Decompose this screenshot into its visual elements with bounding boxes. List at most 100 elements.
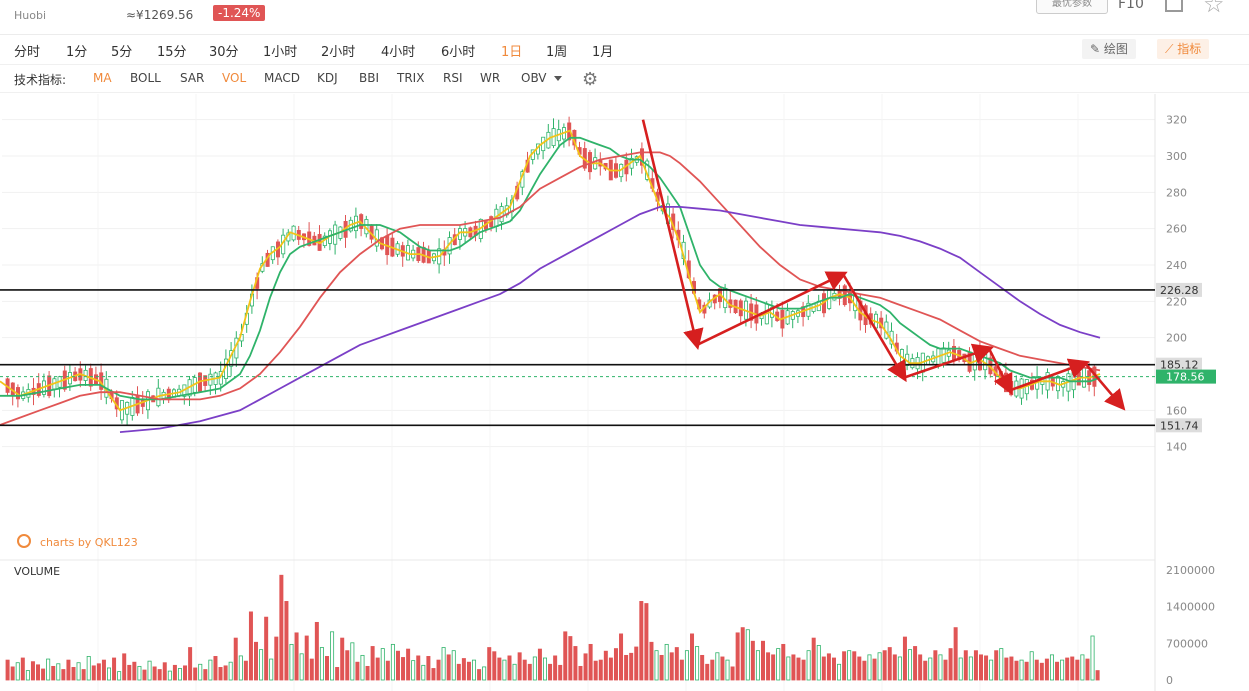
volume-bar — [259, 649, 264, 681]
timeframe-6[interactable]: 2小时 — [321, 45, 356, 60]
volume-bar — [299, 653, 304, 681]
indicator-bbi[interactable]: BBI — [359, 71, 380, 85]
level-tag — [1156, 282, 1202, 297]
volume-bar — [842, 651, 847, 681]
volume-bar — [20, 657, 25, 681]
volume-bar — [142, 669, 147, 681]
timeframe-7[interactable]: 4小时 — [381, 45, 416, 60]
volume-bar — [537, 648, 542, 681]
volume-bar — [978, 654, 983, 681]
timeframe-11[interactable]: 1月 — [592, 45, 614, 60]
ma-line-ma60 — [119, 206, 1101, 433]
level-tag-label: 226.28 — [1160, 284, 1199, 297]
timeframe-8[interactable]: 6小时 — [441, 45, 476, 60]
volume-bar — [380, 648, 385, 681]
timeframe-9[interactable]: 1日 — [501, 45, 523, 60]
volume-bar — [877, 652, 882, 681]
volume-bar — [624, 654, 629, 681]
volume-bar — [958, 657, 963, 681]
volume-bar — [973, 650, 978, 681]
price-chart[interactable]: 380360340320300280260240220200160140226.… — [0, 94, 1249, 691]
volume-bar — [406, 648, 411, 681]
volume-bar — [847, 650, 852, 681]
volume-bar — [527, 663, 532, 681]
indicator-label: 技术指标: — [14, 73, 67, 87]
volume-bar — [446, 654, 451, 681]
indicator-macd[interactable]: MACD — [264, 71, 300, 85]
timeframe-5[interactable]: 1小时 — [263, 45, 298, 60]
volume-bar — [664, 643, 669, 681]
volume-bar — [335, 667, 340, 681]
volume-bar — [71, 667, 76, 681]
volume-bar — [639, 601, 644, 681]
volume-bar — [238, 655, 243, 681]
volume-bar — [289, 643, 294, 681]
volume-bar — [350, 642, 355, 681]
indicator-rsi[interactable]: RSI — [443, 71, 463, 85]
volume-bar — [370, 646, 375, 681]
timeframe-2[interactable]: 5分 — [111, 45, 133, 60]
volume-bar — [644, 603, 649, 681]
volume-bar — [735, 632, 740, 681]
indicator-trix[interactable]: TRIX — [397, 71, 425, 85]
indicator-sar[interactable]: SAR — [180, 71, 205, 85]
gear-icon[interactable]: ⚙ — [582, 69, 599, 90]
volume-bar — [1090, 635, 1095, 681]
volume-bar — [147, 660, 152, 681]
volume-bar — [436, 659, 441, 681]
indicator-bar: 技术指标: ⚙ MA BOLL SAR VOL MACD KDJ BBI TRIX RSI WR O… — [0, 66, 1249, 93]
volume-bar — [745, 629, 750, 681]
draw-tool-button[interactable]: ✎ 绘图 — [1082, 39, 1136, 59]
change-badge: -1.24% — [213, 5, 266, 21]
watermark-logo-icon — [17, 534, 31, 548]
volume-bar — [233, 637, 238, 681]
volume-bar — [766, 652, 771, 681]
timeframe-4[interactable]: 30分 — [209, 45, 239, 60]
volume-bar — [157, 669, 162, 681]
volume-bar — [477, 669, 482, 681]
timeframe-0[interactable]: 分时 — [14, 45, 41, 60]
volume-bar — [776, 648, 781, 681]
f10-button[interactable]: F10 — [1118, 0, 1144, 12]
timeframe-1[interactable]: 1分 — [66, 45, 88, 60]
volume-bar — [1024, 661, 1029, 681]
indicator-kdj[interactable]: KDJ — [317, 71, 338, 85]
volume-bar — [918, 654, 923, 681]
indicator-obv[interactable]: OBV — [521, 71, 547, 85]
volume-bar — [619, 633, 624, 681]
level-tag-label: 185.12 — [1160, 359, 1199, 372]
volume-bar — [36, 664, 41, 681]
volume-bar — [872, 658, 877, 681]
indicator-wr[interactable]: WR — [480, 71, 501, 85]
indicator-button-label: 指标 — [1177, 42, 1202, 56]
indicator-ma[interactable]: MA — [93, 71, 112, 85]
volume-bar — [472, 659, 477, 681]
line-chart-icon: ⟋ — [1165, 42, 1178, 56]
price-tick-label: 160 — [1166, 404, 1187, 417]
volume-bar — [41, 668, 46, 681]
volume-bar — [395, 650, 400, 681]
indicator-button[interactable]: ⟋ 指标 — [1157, 39, 1210, 59]
volume-bar — [81, 669, 86, 681]
fullscreen-icon[interactable] — [1165, 0, 1183, 12]
timeframe-10[interactable]: 1周 — [546, 45, 568, 60]
volume-bar — [669, 652, 674, 681]
indicator-vol[interactable]: VOL — [222, 71, 247, 85]
timeframe-3[interactable]: 15分 — [157, 45, 187, 60]
star-icon[interactable]: ☆ — [1203, 0, 1225, 18]
pencil-icon: ✎ — [1090, 42, 1104, 56]
chevron-down-icon[interactable] — [554, 76, 562, 81]
ma-line-ma30 — [0, 151, 1101, 426]
volume-bar — [177, 668, 182, 681]
volume-bar — [771, 654, 776, 681]
volume-bar — [497, 657, 502, 681]
volume-bar — [345, 650, 350, 681]
volume-bar — [106, 667, 111, 681]
volume-bar — [1014, 660, 1019, 681]
volume-bar — [730, 666, 735, 681]
indicator-boll[interactable]: BOLL — [130, 71, 161, 85]
volume-bar — [269, 658, 274, 681]
optimal-params-button[interactable]: 最优参数 — [1036, 0, 1108, 14]
volume-tick-label: 0 — [1166, 674, 1173, 687]
volume-bar — [963, 650, 968, 681]
